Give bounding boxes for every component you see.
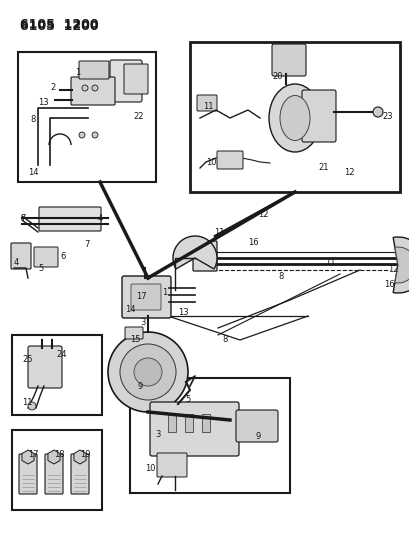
FancyBboxPatch shape <box>45 454 63 494</box>
Text: 11: 11 <box>324 258 335 267</box>
Text: 24: 24 <box>56 350 66 359</box>
Text: 13: 13 <box>178 308 188 317</box>
FancyBboxPatch shape <box>236 410 277 442</box>
Text: 23: 23 <box>381 112 392 121</box>
Ellipse shape <box>268 84 320 152</box>
Text: 14: 14 <box>125 305 135 314</box>
Text: 14: 14 <box>28 168 38 177</box>
Bar <box>18 52 155 182</box>
Circle shape <box>92 85 98 91</box>
Text: 6: 6 <box>60 252 65 261</box>
Text: 8: 8 <box>277 272 283 281</box>
FancyBboxPatch shape <box>19 454 37 494</box>
FancyBboxPatch shape <box>196 95 216 111</box>
Circle shape <box>108 332 188 412</box>
Text: 3: 3 <box>155 430 160 439</box>
Text: 15: 15 <box>130 335 140 344</box>
Text: 4: 4 <box>98 214 103 223</box>
FancyBboxPatch shape <box>150 402 238 456</box>
Text: 3: 3 <box>139 318 145 327</box>
Text: 7: 7 <box>84 240 89 249</box>
FancyBboxPatch shape <box>301 90 335 142</box>
Circle shape <box>92 132 98 138</box>
Circle shape <box>372 107 382 117</box>
Text: 10: 10 <box>205 158 216 167</box>
FancyBboxPatch shape <box>157 453 187 477</box>
Text: 12: 12 <box>387 265 398 274</box>
Text: 12: 12 <box>257 210 268 219</box>
Text: 9: 9 <box>255 432 261 441</box>
FancyBboxPatch shape <box>79 61 109 79</box>
Text: 18: 18 <box>54 450 65 459</box>
Text: 20: 20 <box>271 72 282 81</box>
Circle shape <box>28 402 36 410</box>
Bar <box>130 378 289 493</box>
Text: 17: 17 <box>136 292 146 301</box>
Text: 19: 19 <box>80 450 90 459</box>
Wedge shape <box>392 237 409 293</box>
FancyBboxPatch shape <box>34 247 58 267</box>
Text: 11: 11 <box>22 398 32 407</box>
Ellipse shape <box>279 95 309 141</box>
Text: 10: 10 <box>145 464 155 473</box>
FancyBboxPatch shape <box>11 243 31 269</box>
Text: 5: 5 <box>38 264 43 273</box>
FancyBboxPatch shape <box>193 241 216 271</box>
Text: 11: 11 <box>202 102 213 111</box>
Wedge shape <box>394 247 409 283</box>
Text: 16: 16 <box>247 238 258 247</box>
FancyBboxPatch shape <box>71 454 89 494</box>
Bar <box>189 42 399 192</box>
Text: 2: 2 <box>50 83 55 92</box>
FancyBboxPatch shape <box>39 207 101 231</box>
Text: 6105  1200: 6105 1200 <box>20 20 99 33</box>
Bar <box>184 414 193 432</box>
Bar <box>12 430 102 510</box>
Bar <box>202 414 209 432</box>
Bar <box>12 335 102 415</box>
FancyBboxPatch shape <box>216 151 243 169</box>
Text: 6105  1200: 6105 1200 <box>20 18 99 31</box>
FancyBboxPatch shape <box>71 77 115 105</box>
Text: 13: 13 <box>38 98 49 107</box>
Text: 7: 7 <box>20 214 25 223</box>
Text: 17: 17 <box>28 450 38 459</box>
Text: 25: 25 <box>22 355 32 364</box>
FancyBboxPatch shape <box>28 346 62 388</box>
FancyBboxPatch shape <box>122 276 171 318</box>
Text: 12: 12 <box>343 168 354 177</box>
Text: 8: 8 <box>30 115 35 124</box>
FancyBboxPatch shape <box>125 327 143 339</box>
Wedge shape <box>173 236 216 269</box>
Text: 9: 9 <box>138 382 143 391</box>
Text: 22: 22 <box>133 112 143 121</box>
Text: 1: 1 <box>162 288 167 297</box>
Circle shape <box>120 344 175 400</box>
FancyBboxPatch shape <box>124 64 148 94</box>
Circle shape <box>79 132 85 138</box>
FancyBboxPatch shape <box>271 44 305 76</box>
Circle shape <box>82 85 88 91</box>
Text: 8: 8 <box>221 335 227 344</box>
Text: 21: 21 <box>317 163 328 172</box>
Text: 5: 5 <box>184 395 190 404</box>
Text: 11: 11 <box>213 228 224 237</box>
FancyBboxPatch shape <box>131 284 161 310</box>
FancyBboxPatch shape <box>110 60 142 102</box>
Bar <box>168 414 175 432</box>
Text: 16: 16 <box>383 280 393 289</box>
Text: 1: 1 <box>75 68 80 77</box>
Text: 4: 4 <box>14 258 19 267</box>
Circle shape <box>134 358 162 386</box>
